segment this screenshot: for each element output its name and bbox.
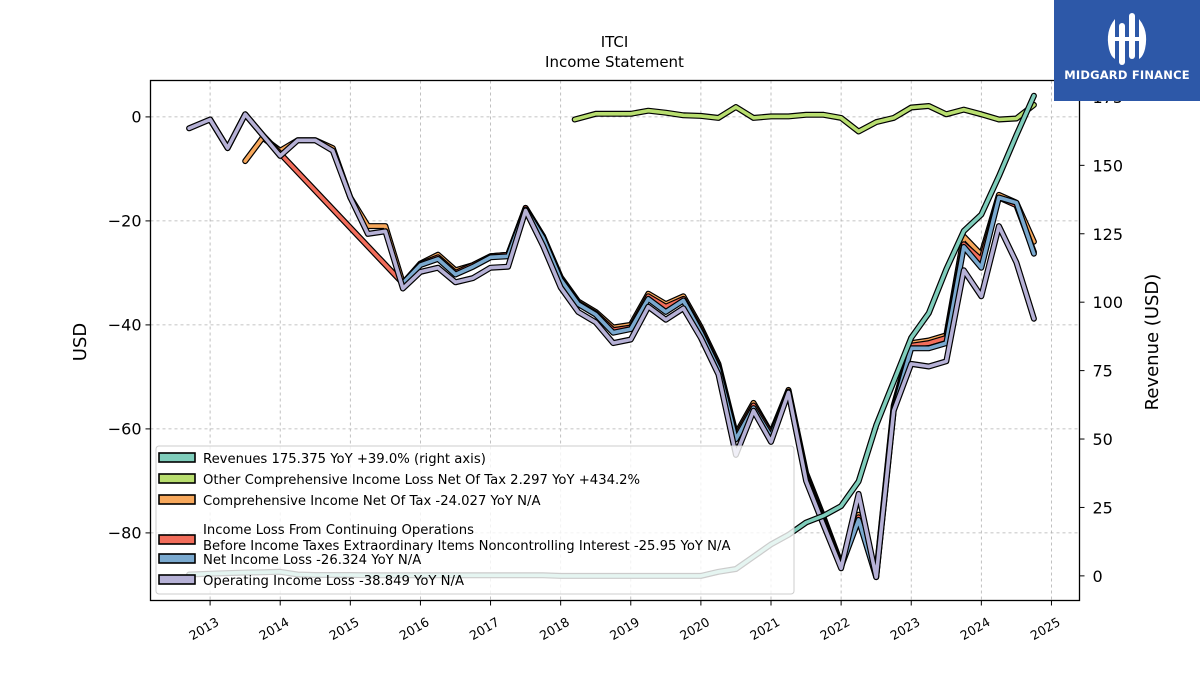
legend-label: Income Loss From Continuing Operations bbox=[203, 523, 474, 538]
legend-label: Comprehensive Income Net Of Tax -24.027 … bbox=[203, 494, 540, 509]
legend-label: Before Income Taxes Extraordinary Items … bbox=[203, 539, 731, 554]
y-axis-label-right: Revenue (USD) bbox=[1142, 274, 1163, 411]
y-tick-label-right: 75 bbox=[1093, 362, 1113, 381]
y-tick-label-right: 150 bbox=[1093, 156, 1124, 175]
x-tick-label: 2013 bbox=[186, 614, 221, 643]
y-tick-label-right: 100 bbox=[1093, 293, 1124, 312]
x-tick-label: 2024 bbox=[958, 614, 993, 643]
y-tick-label-left: −40 bbox=[108, 315, 142, 334]
y-tick-label-left: −20 bbox=[108, 211, 142, 230]
logo-mark-icon bbox=[1107, 13, 1147, 65]
chart-subtitle: Income Statement bbox=[545, 53, 684, 71]
legend-swatch bbox=[158, 452, 196, 463]
legend-swatch bbox=[158, 494, 196, 505]
legend-label: Revenues 175.375 YoY +39.0% (right axis) bbox=[203, 452, 486, 467]
series-line bbox=[571, 101, 1037, 135]
legend-swatch bbox=[158, 473, 196, 484]
series-line bbox=[186, 111, 1037, 581]
y-tick-label-left: −80 bbox=[108, 523, 142, 542]
y-tick-label-right: 125 bbox=[1093, 225, 1124, 244]
legend-label: Net Income Loss -26.324 YoY N/A bbox=[203, 553, 421, 568]
chart-title: ITCI bbox=[601, 33, 629, 51]
x-tick-label: 2025 bbox=[1028, 614, 1063, 643]
x-tick-label: 2018 bbox=[537, 614, 572, 643]
legend-label: Other Comprehensive Income Loss Net Of T… bbox=[203, 473, 640, 488]
grid bbox=[150, 80, 1080, 601]
legend-box bbox=[155, 445, 795, 595]
y-tick-label-right: 25 bbox=[1093, 498, 1113, 517]
x-tick-label: 2021 bbox=[747, 614, 782, 643]
x-tick-label: 2016 bbox=[397, 614, 432, 643]
x-tick-label: 2017 bbox=[467, 614, 502, 643]
legend-label: Operating Income Loss -38.849 YoY N/A bbox=[203, 574, 464, 589]
x-tick-label: 2014 bbox=[256, 614, 291, 643]
legend: Revenues 175.375 YoY +39.0% (right axis)… bbox=[155, 445, 795, 595]
legend-swatch bbox=[158, 534, 196, 545]
x-tick-label: 2023 bbox=[887, 614, 922, 643]
brand-logo: MIDGARD FINANCE bbox=[1054, 0, 1200, 101]
x-tick-label: 2019 bbox=[607, 614, 642, 643]
y-tick-label-right: 50 bbox=[1093, 430, 1113, 449]
x-tick-label: 2022 bbox=[817, 614, 852, 643]
y-tick-label-left: −60 bbox=[108, 419, 142, 438]
x-tick-label: 2015 bbox=[327, 614, 362, 643]
legend-swatch bbox=[158, 553, 196, 564]
plot-frame bbox=[149, 79, 1081, 602]
x-tick-label: 2020 bbox=[677, 614, 712, 643]
logo-text: MIDGARD FINANCE bbox=[1064, 68, 1190, 82]
legend-swatch bbox=[158, 574, 196, 585]
y-tick-label-left: 0 bbox=[131, 107, 141, 126]
y-tick-label-right: 0 bbox=[1093, 567, 1103, 586]
y-axis-label-left: USD bbox=[70, 323, 91, 361]
